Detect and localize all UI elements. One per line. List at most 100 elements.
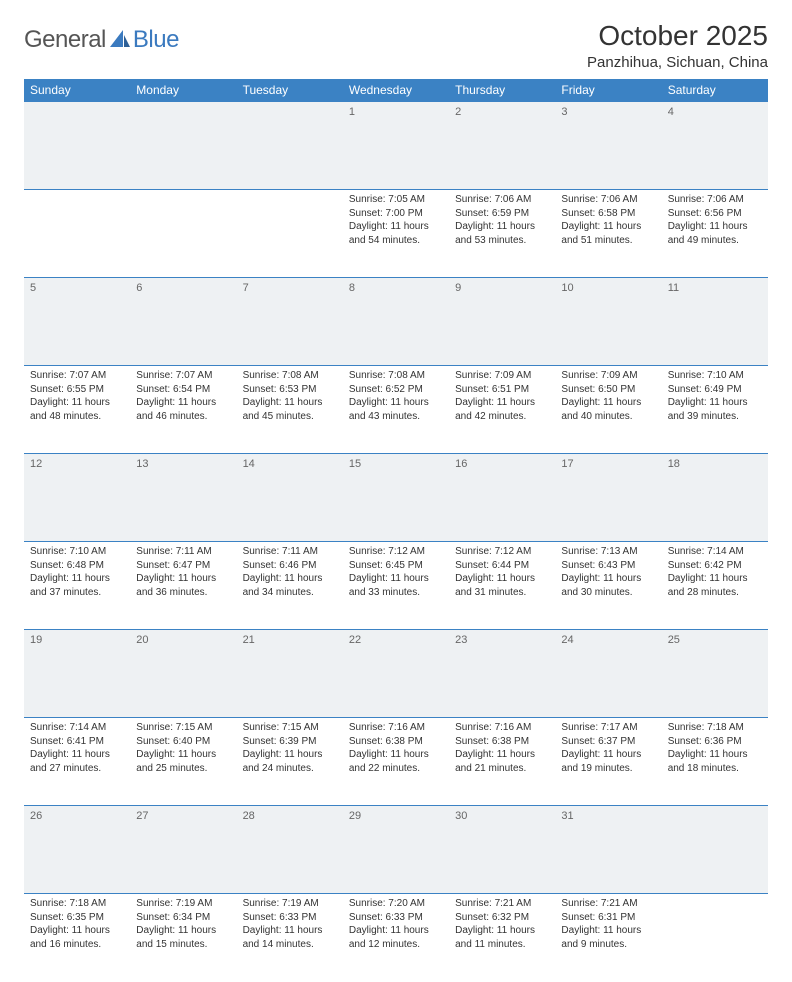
day-number-cell: 3 (555, 102, 661, 190)
day-number-cell: 24 (555, 630, 661, 718)
day-info-cell: Sunrise: 7:12 AMSunset: 6:44 PMDaylight:… (449, 542, 555, 630)
weekday-header: Sunday (24, 79, 130, 102)
sunrise-text: Sunrise: 7:15 AM (136, 721, 230, 735)
day-number: 15 (349, 457, 443, 472)
calendar-table: SundayMondayTuesdayWednesdayThursdayFrid… (24, 79, 768, 982)
sunrise-text: Sunrise: 7:18 AM (30, 897, 124, 911)
header-row: General Blue October 2025 Panzhihua, Sic… (24, 20, 768, 71)
sunset-text: Sunset: 6:46 PM (243, 559, 337, 573)
sunrise-text: Sunrise: 7:10 AM (30, 545, 124, 559)
day-info-cell: Sunrise: 7:11 AMSunset: 6:46 PMDaylight:… (237, 542, 343, 630)
daylight-text: Daylight: 11 hours and 34 minutes. (243, 572, 337, 599)
day-number-cell: 8 (343, 278, 449, 366)
daylight-text: Daylight: 11 hours and 18 minutes. (668, 748, 762, 775)
daylight-text: Daylight: 11 hours and 33 minutes. (349, 572, 443, 599)
weekday-header: Saturday (662, 79, 768, 102)
logo-text-general: General (24, 26, 106, 54)
location-label: Panzhihua, Sichuan, China (587, 54, 768, 71)
day-number-cell: 19 (24, 630, 130, 718)
day-info-cell: Sunrise: 7:07 AMSunset: 6:54 PMDaylight:… (130, 366, 236, 454)
day-number: 25 (668, 633, 762, 648)
sunrise-text: Sunrise: 7:18 AM (668, 721, 762, 735)
day-number: 7 (243, 281, 337, 296)
info-row: Sunrise: 7:07 AMSunset: 6:55 PMDaylight:… (24, 366, 768, 454)
daynum-row: 262728293031 (24, 806, 768, 894)
daynum-row: 12131415161718 (24, 454, 768, 542)
info-row: Sunrise: 7:18 AMSunset: 6:35 PMDaylight:… (24, 894, 768, 982)
day-number-cell: 5 (24, 278, 130, 366)
weekday-header: Thursday (449, 79, 555, 102)
sunset-text: Sunset: 6:58 PM (561, 207, 655, 221)
sunset-text: Sunset: 6:51 PM (455, 383, 549, 397)
sunset-text: Sunset: 6:59 PM (455, 207, 549, 221)
info-row: Sunrise: 7:10 AMSunset: 6:48 PMDaylight:… (24, 542, 768, 630)
sunrise-text: Sunrise: 7:19 AM (136, 897, 230, 911)
sunrise-text: Sunrise: 7:15 AM (243, 721, 337, 735)
daylight-text: Daylight: 11 hours and 36 minutes. (136, 572, 230, 599)
daynum-row: 567891011 (24, 278, 768, 366)
day-info-cell: Sunrise: 7:08 AMSunset: 6:53 PMDaylight:… (237, 366, 343, 454)
day-number: 16 (455, 457, 549, 472)
day-info-cell: Sunrise: 7:11 AMSunset: 6:47 PMDaylight:… (130, 542, 236, 630)
sunset-text: Sunset: 6:34 PM (136, 911, 230, 925)
day-info-cell (662, 894, 768, 982)
calendar-body: 1234Sunrise: 7:05 AMSunset: 7:00 PMDayli… (24, 102, 768, 982)
day-info-cell: Sunrise: 7:19 AMSunset: 6:34 PMDaylight:… (130, 894, 236, 982)
sunrise-text: Sunrise: 7:12 AM (455, 545, 549, 559)
sunrise-text: Sunrise: 7:09 AM (561, 369, 655, 383)
day-number: 26 (30, 809, 124, 824)
day-info-cell: Sunrise: 7:06 AMSunset: 6:58 PMDaylight:… (555, 190, 661, 278)
day-number-cell: 1 (343, 102, 449, 190)
day-info-cell: Sunrise: 7:10 AMSunset: 6:48 PMDaylight:… (24, 542, 130, 630)
day-number-cell: 17 (555, 454, 661, 542)
sunset-text: Sunset: 6:54 PM (136, 383, 230, 397)
day-number: 30 (455, 809, 549, 824)
daylight-text: Daylight: 11 hours and 14 minutes. (243, 924, 337, 951)
day-number-cell: 7 (237, 278, 343, 366)
sunset-text: Sunset: 7:00 PM (349, 207, 443, 221)
daylight-text: Daylight: 11 hours and 40 minutes. (561, 396, 655, 423)
sunrise-text: Sunrise: 7:08 AM (349, 369, 443, 383)
sunset-text: Sunset: 6:39 PM (243, 735, 337, 749)
day-number-cell: 27 (130, 806, 236, 894)
daynum-row: 19202122232425 (24, 630, 768, 718)
day-number-cell: 18 (662, 454, 768, 542)
day-number-cell (130, 102, 236, 190)
sunrise-text: Sunrise: 7:16 AM (455, 721, 549, 735)
sunset-text: Sunset: 6:37 PM (561, 735, 655, 749)
day-info-cell: Sunrise: 7:19 AMSunset: 6:33 PMDaylight:… (237, 894, 343, 982)
sunset-text: Sunset: 6:38 PM (349, 735, 443, 749)
day-info-cell: Sunrise: 7:18 AMSunset: 6:36 PMDaylight:… (662, 718, 768, 806)
day-number: 22 (349, 633, 443, 648)
day-info-cell: Sunrise: 7:16 AMSunset: 6:38 PMDaylight:… (449, 718, 555, 806)
sunset-text: Sunset: 6:49 PM (668, 383, 762, 397)
day-number-cell: 11 (662, 278, 768, 366)
day-number: 4 (668, 105, 762, 120)
sunset-text: Sunset: 6:33 PM (243, 911, 337, 925)
daylight-text: Daylight: 11 hours and 43 minutes. (349, 396, 443, 423)
day-number: 1 (349, 105, 443, 120)
day-number-cell: 2 (449, 102, 555, 190)
sunset-text: Sunset: 6:53 PM (243, 383, 337, 397)
daylight-text: Daylight: 11 hours and 37 minutes. (30, 572, 124, 599)
sunrise-text: Sunrise: 7:21 AM (561, 897, 655, 911)
info-row: Sunrise: 7:05 AMSunset: 7:00 PMDaylight:… (24, 190, 768, 278)
day-number-cell: 12 (24, 454, 130, 542)
sunrise-text: Sunrise: 7:06 AM (561, 193, 655, 207)
day-number-cell: 30 (449, 806, 555, 894)
day-number: 29 (349, 809, 443, 824)
sunset-text: Sunset: 6:40 PM (136, 735, 230, 749)
daylight-text: Daylight: 11 hours and 19 minutes. (561, 748, 655, 775)
sunset-text: Sunset: 6:42 PM (668, 559, 762, 573)
daylight-text: Daylight: 11 hours and 27 minutes. (30, 748, 124, 775)
day-number-cell: 31 (555, 806, 661, 894)
weekday-header: Tuesday (237, 79, 343, 102)
day-info-cell: Sunrise: 7:07 AMSunset: 6:55 PMDaylight:… (24, 366, 130, 454)
daylight-text: Daylight: 11 hours and 11 minutes. (455, 924, 549, 951)
daylight-text: Daylight: 11 hours and 54 minutes. (349, 220, 443, 247)
day-number-cell: 15 (343, 454, 449, 542)
day-number: 5 (30, 281, 124, 296)
sunset-text: Sunset: 6:55 PM (30, 383, 124, 397)
sunrise-text: Sunrise: 7:13 AM (561, 545, 655, 559)
day-info-cell: Sunrise: 7:17 AMSunset: 6:37 PMDaylight:… (555, 718, 661, 806)
